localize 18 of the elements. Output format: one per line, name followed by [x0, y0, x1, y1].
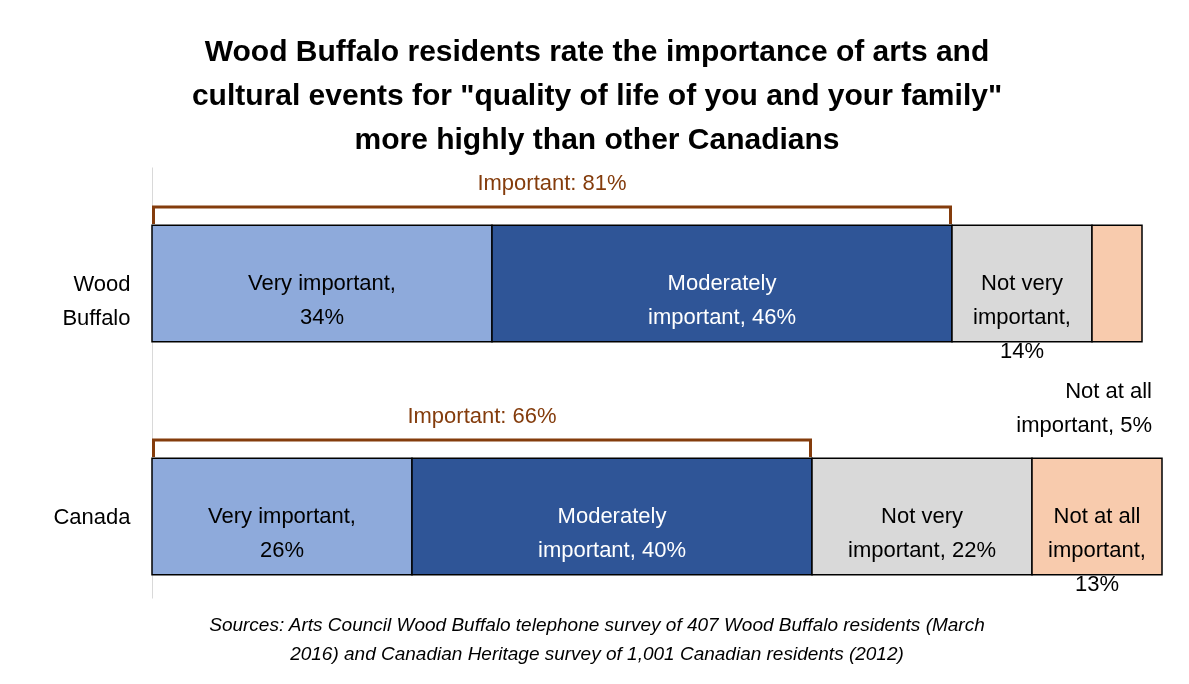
data-label: 14%	[999, 338, 1045, 364]
text: Very important,	[248, 270, 396, 296]
text: Moderately important, 40%	[538, 503, 686, 563]
annotation: Important: 66%	[407, 403, 557, 429]
series-label: Not at all important,	[1048, 503, 1146, 563]
text: Not at all important, 5%	[1016, 377, 1152, 437]
annotation: Important: 81%	[477, 170, 627, 196]
data-label: 26%	[259, 537, 305, 563]
series-label: Very important,	[208, 503, 356, 529]
data-label: 34%	[299, 304, 345, 330]
series-label: Not very important,	[973, 270, 1071, 330]
y-tick-label: Canada	[53, 503, 132, 529]
text: Moderately important, 46%	[648, 270, 796, 330]
text: Not very important, 22%	[848, 503, 996, 563]
chart-title: Wood Buffalo residents rate the importance of arts and cultural events for "quality of life of you and your family" more highly than other Canadians	[191, 34, 1003, 155]
data-label: 13%	[1074, 571, 1120, 597]
source-note: Sources: Arts Council Wood Buffalo telephone survey of 407 Wood Buffalo residents (March 2016) and Canadian Heritage survey of 1,001 Canadian residents (2012)	[209, 614, 985, 664]
y-tick-label: Wood Buffalo	[62, 270, 131, 330]
